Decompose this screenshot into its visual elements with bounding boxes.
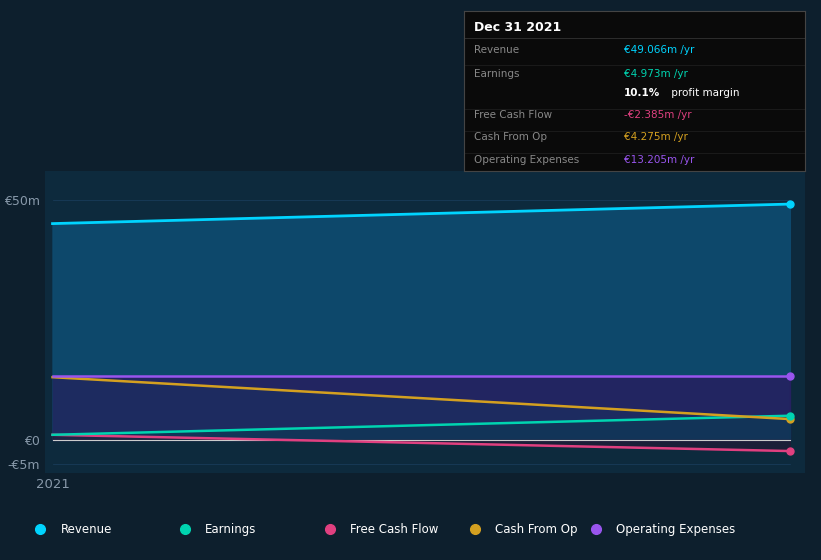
Text: €13.205m /yr: €13.205m /yr — [624, 155, 695, 165]
Text: Revenue: Revenue — [474, 45, 519, 55]
Text: profit margin: profit margin — [668, 88, 740, 98]
Text: Free Cash Flow: Free Cash Flow — [474, 110, 553, 120]
Text: Free Cash Flow: Free Cash Flow — [351, 522, 438, 536]
Text: Earnings: Earnings — [474, 69, 520, 78]
Text: -€2.385m /yr: -€2.385m /yr — [624, 110, 691, 120]
Text: Cash From Op: Cash From Op — [474, 133, 547, 142]
Text: Revenue: Revenue — [61, 522, 112, 536]
Text: Operating Expenses: Operating Expenses — [474, 155, 580, 165]
Text: Dec 31 2021: Dec 31 2021 — [474, 21, 562, 34]
Text: €49.066m /yr: €49.066m /yr — [624, 45, 695, 55]
Text: 10.1%: 10.1% — [624, 88, 660, 98]
Text: Operating Expenses: Operating Expenses — [616, 522, 735, 536]
Text: Earnings: Earnings — [205, 522, 257, 536]
Text: €4.275m /yr: €4.275m /yr — [624, 133, 688, 142]
Text: Cash From Op: Cash From Op — [495, 522, 577, 536]
Text: €4.973m /yr: €4.973m /yr — [624, 69, 688, 78]
